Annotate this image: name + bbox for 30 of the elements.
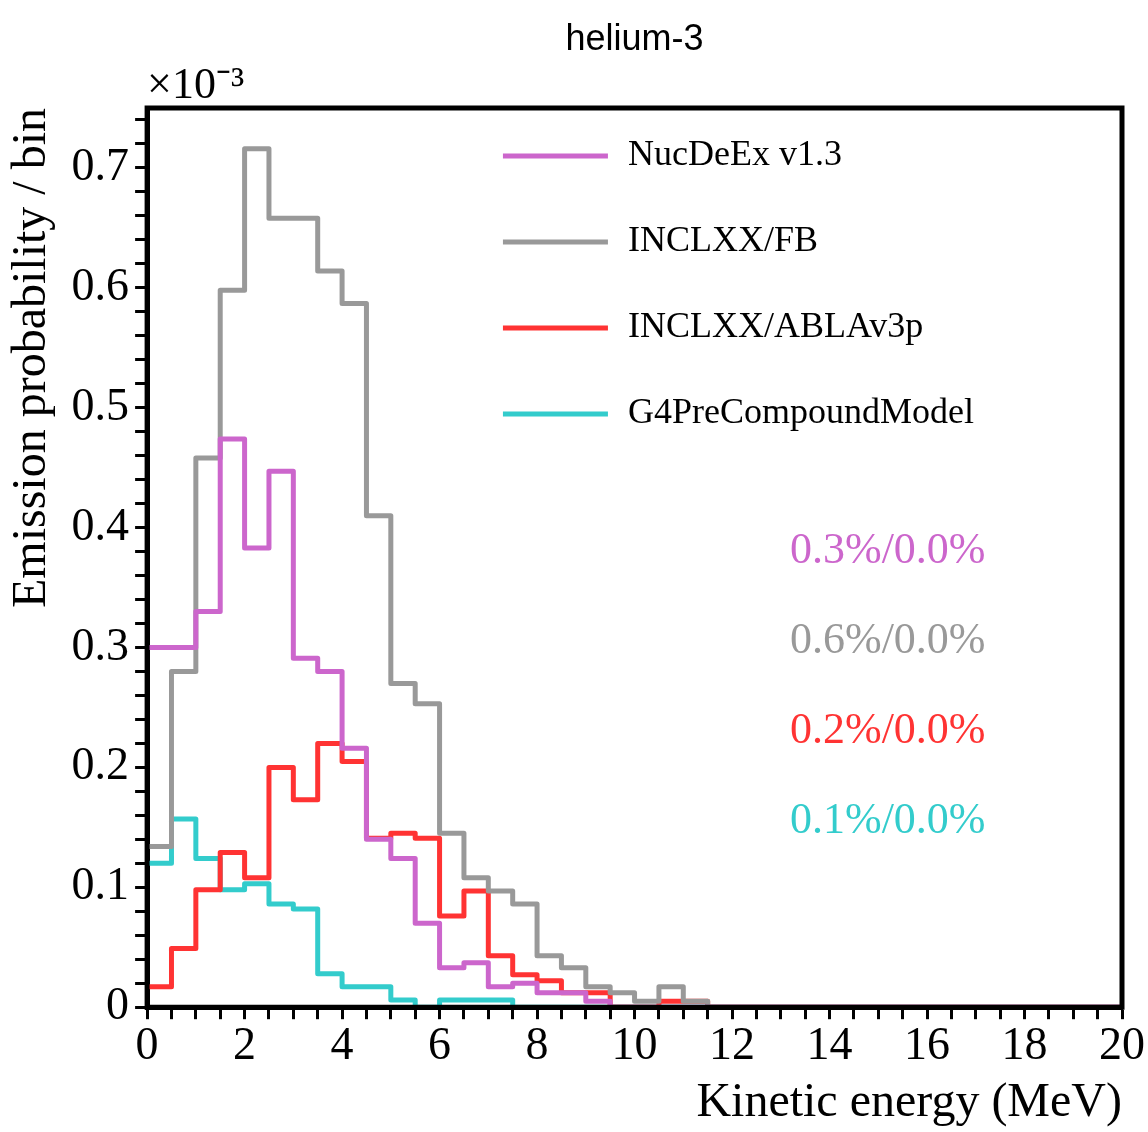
y-tick-label: 0.7 [71, 139, 130, 191]
x-tick-label: 14 [806, 1017, 853, 1069]
annotation: ×10⁻³ [147, 59, 245, 108]
annotation: 0.2%/0.0% [789, 704, 986, 753]
y-tick-label: 0.5 [71, 378, 130, 430]
legend-label: G4PreCompoundModel [627, 391, 974, 432]
x-tick-label: 18 [1001, 1017, 1048, 1069]
y-axis-title: Emission probability / bin [2, 108, 56, 608]
x-tick-label: 4 [330, 1017, 354, 1069]
y-tick-label: 0.3 [71, 618, 130, 670]
x-tick-label: 20 [1099, 1017, 1145, 1069]
annotation: 0.3%/0.0% [789, 524, 986, 573]
y-tick-label: 0 [106, 978, 130, 1030]
y-tick-label: 0.2 [71, 738, 130, 790]
chart-title: helium-3 [565, 17, 704, 58]
x-tick-label: 6 [428, 1017, 452, 1069]
annotation: 0.6%/0.0% [789, 614, 986, 663]
x-axis-title: Kinetic energy (MeV) [696, 1072, 1122, 1127]
x-tick-label: 2 [233, 1017, 257, 1069]
x-tick-label: 8 [525, 1017, 549, 1069]
x-tick-label: 10 [611, 1017, 658, 1069]
y-tick-label: 0.4 [71, 498, 130, 550]
legend-label: NucDeEx v1.3 [627, 133, 842, 174]
y-tick-label: 0.6 [71, 258, 130, 310]
y-tick-label: 0.1 [71, 858, 130, 910]
legend-label: INCLXX/ABLAv3p [627, 305, 924, 346]
legend-label: INCLXX/FB [627, 219, 818, 260]
x-tick-label: 16 [904, 1017, 951, 1069]
annotation: 0.1%/0.0% [789, 794, 986, 843]
x-tick-label: 12 [709, 1017, 756, 1069]
